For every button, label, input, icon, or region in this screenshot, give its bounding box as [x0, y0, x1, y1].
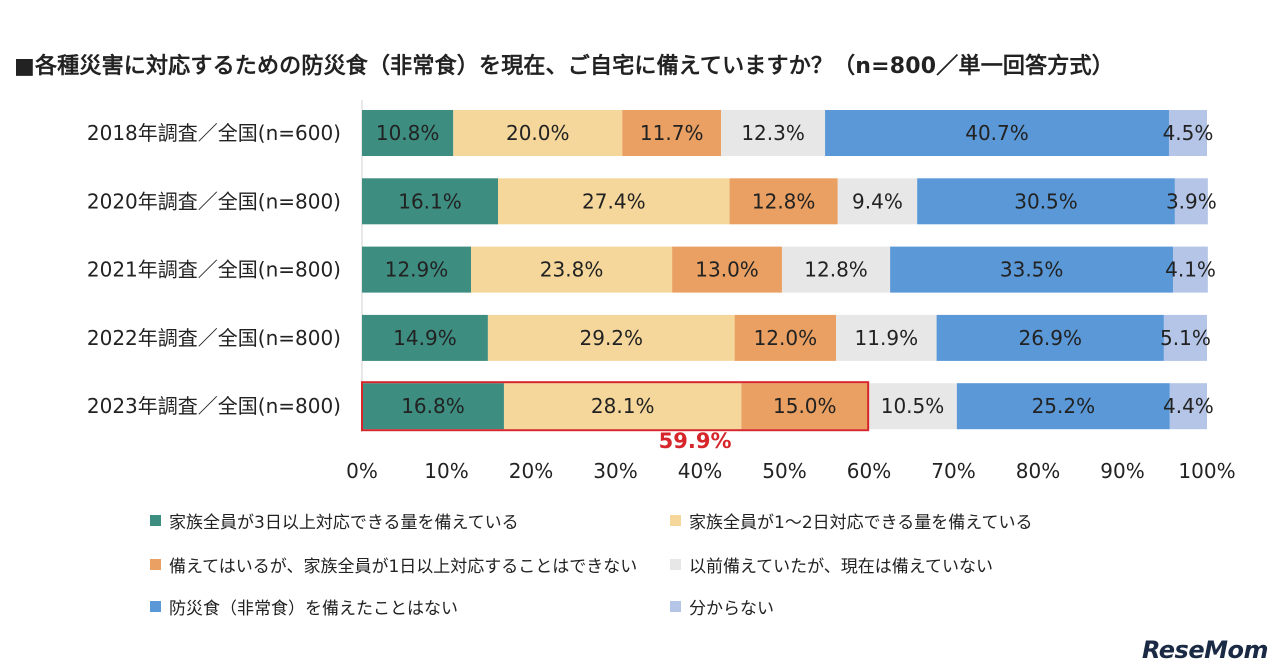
legend-label: 備えてはいるが、家族全員が1日以上対応することはできない: [169, 557, 638, 577]
data-label: 26.9%: [1018, 326, 1082, 350]
legend-label: 防災食（非常食）を備えたことはない: [169, 599, 458, 619]
bar-segment: [721, 110, 826, 156]
brand-logo: ReseMom: [1141, 636, 1269, 664]
bar-segment: [498, 178, 730, 225]
bar-segment: [362, 383, 504, 430]
x-tick-label: 40%: [678, 459, 722, 483]
data-label: 25.2%: [1032, 394, 1096, 418]
bar-segment: [362, 178, 499, 225]
legend-swatch: [150, 515, 161, 526]
bar-segment: [917, 178, 1175, 225]
x-tick-label: 50%: [762, 459, 806, 483]
stacked-bar-chart: 2018年調査／全国(n=600) 10.8% 20.0% 11.7% 12.3% 40.…: [87, 100, 1236, 483]
legend-item: 以前備えていたが、現在は備えていない: [670, 552, 993, 577]
highlight-total-label: 59.9%: [659, 429, 732, 453]
x-tick-label: 80%: [1016, 459, 1060, 483]
x-tick-label: 20%: [509, 459, 553, 483]
bar-segment: [734, 314, 837, 361]
bar-segment: [362, 246, 472, 293]
legend-swatch: [670, 559, 681, 570]
data-label: 4.1%: [1165, 258, 1216, 282]
bar-segment: [825, 110, 1169, 156]
category-label: 2023年調査／全国(n=800): [87, 394, 341, 418]
legend-item: 家族全員が1～2日対応できる量を備えている: [670, 508, 1032, 533]
chart-title: ■各種災害に対応するための防災食（非常食）を現在、ご自宅に備えていますか？（n=…: [14, 54, 1114, 79]
data-label: 9.4%: [852, 189, 903, 213]
data-label: 16.1%: [398, 189, 462, 213]
bar-segment: [781, 246, 891, 293]
legend-item: 家族全員が3日以上対応できる量を備えている: [150, 508, 519, 533]
data-label: 11.7%: [640, 121, 704, 145]
data-label: 33.5%: [1000, 258, 1064, 282]
x-tick-label: 90%: [1100, 459, 1144, 483]
legend-label: 以前備えていたが、現在は備えていない: [689, 557, 993, 577]
data-label: 14.9%: [393, 326, 457, 350]
legend-item: 防災食（非常食）を備えたことはない: [150, 594, 458, 619]
bar-segment: [1168, 110, 1207, 156]
data-label: 27.4%: [582, 189, 646, 213]
data-label: 29.2%: [580, 326, 644, 350]
data-label: 40.7%: [965, 121, 1029, 145]
bar-segment: [1163, 314, 1207, 361]
legend-label: 家族全員が1～2日対応できる量を備えている: [689, 513, 1033, 533]
bar-segment: [362, 314, 488, 361]
bar-segment: [471, 246, 673, 293]
legend-item: 備えてはいるが、家族全員が1日以上対応することはできない: [150, 552, 637, 577]
data-label: 12.8%: [804, 258, 868, 282]
x-tick-label: 30%: [593, 459, 637, 483]
data-label: 13.0%: [695, 258, 759, 282]
data-label: 10.5%: [881, 394, 945, 418]
legend-swatch: [150, 601, 161, 612]
bar-segment: [890, 246, 1174, 293]
data-label: 15.0%: [773, 394, 837, 418]
x-tick-label: 60%: [847, 459, 891, 483]
data-label: 20.0%: [506, 121, 570, 145]
data-label: 12.0%: [754, 326, 818, 350]
bar-segment: [453, 110, 623, 156]
data-label: 12.8%: [752, 189, 816, 213]
category-label: 2022年調査／全国(n=800): [87, 326, 341, 350]
highlight-box: [361, 381, 870, 432]
data-label: 28.1%: [591, 394, 655, 418]
data-label: 23.8%: [540, 258, 604, 282]
bar-segment: [729, 178, 838, 225]
data-label: 3.9%: [1166, 189, 1217, 213]
data-label: 12.3%: [741, 121, 805, 145]
bar-segment: [741, 383, 869, 430]
x-tick-label: 70%: [931, 459, 975, 483]
legend-swatch: [670, 601, 681, 612]
data-label: 4.4%: [1163, 394, 1214, 418]
data-label: 10.8%: [376, 121, 440, 145]
bar-segment: [868, 383, 957, 430]
legend-label: 分からない: [689, 599, 774, 619]
data-label: 4.5%: [1163, 121, 1214, 145]
bar-segment: [487, 314, 735, 361]
bar-segment: [622, 110, 722, 156]
data-label: 12.9%: [385, 258, 449, 282]
legend-item: 分からない: [670, 594, 774, 619]
bar-segment: [672, 246, 782, 293]
bar-segment: [936, 314, 1164, 361]
category-label: 2021年調査／全国(n=800): [87, 258, 341, 282]
x-tick-label: 100%: [1178, 459, 1235, 483]
bar-segment: [1174, 178, 1208, 225]
bar-segment: [956, 383, 1170, 430]
legend-label: 家族全員が3日以上対応できる量を備えている: [169, 513, 519, 533]
data-label: 5.1%: [1160, 326, 1211, 350]
data-label: 11.9%: [855, 326, 919, 350]
category-label: 2020年調査／全国(n=800): [87, 189, 341, 213]
bar-segment: [837, 178, 918, 225]
category-label: 2018年調査／全国(n=600): [87, 121, 341, 145]
bar-segment: [503, 383, 742, 430]
bar-segment: [836, 314, 937, 361]
data-label: 30.5%: [1014, 189, 1078, 213]
bar-segment: [362, 110, 454, 156]
x-tick-label: 10%: [424, 459, 468, 483]
data-label: 16.8%: [401, 394, 465, 418]
bar-segment: [1173, 246, 1208, 293]
x-tick-label: 0%: [346, 459, 378, 483]
legend-swatch: [670, 515, 681, 526]
bar-segment: [1169, 383, 1207, 430]
legend-swatch: [150, 559, 161, 570]
